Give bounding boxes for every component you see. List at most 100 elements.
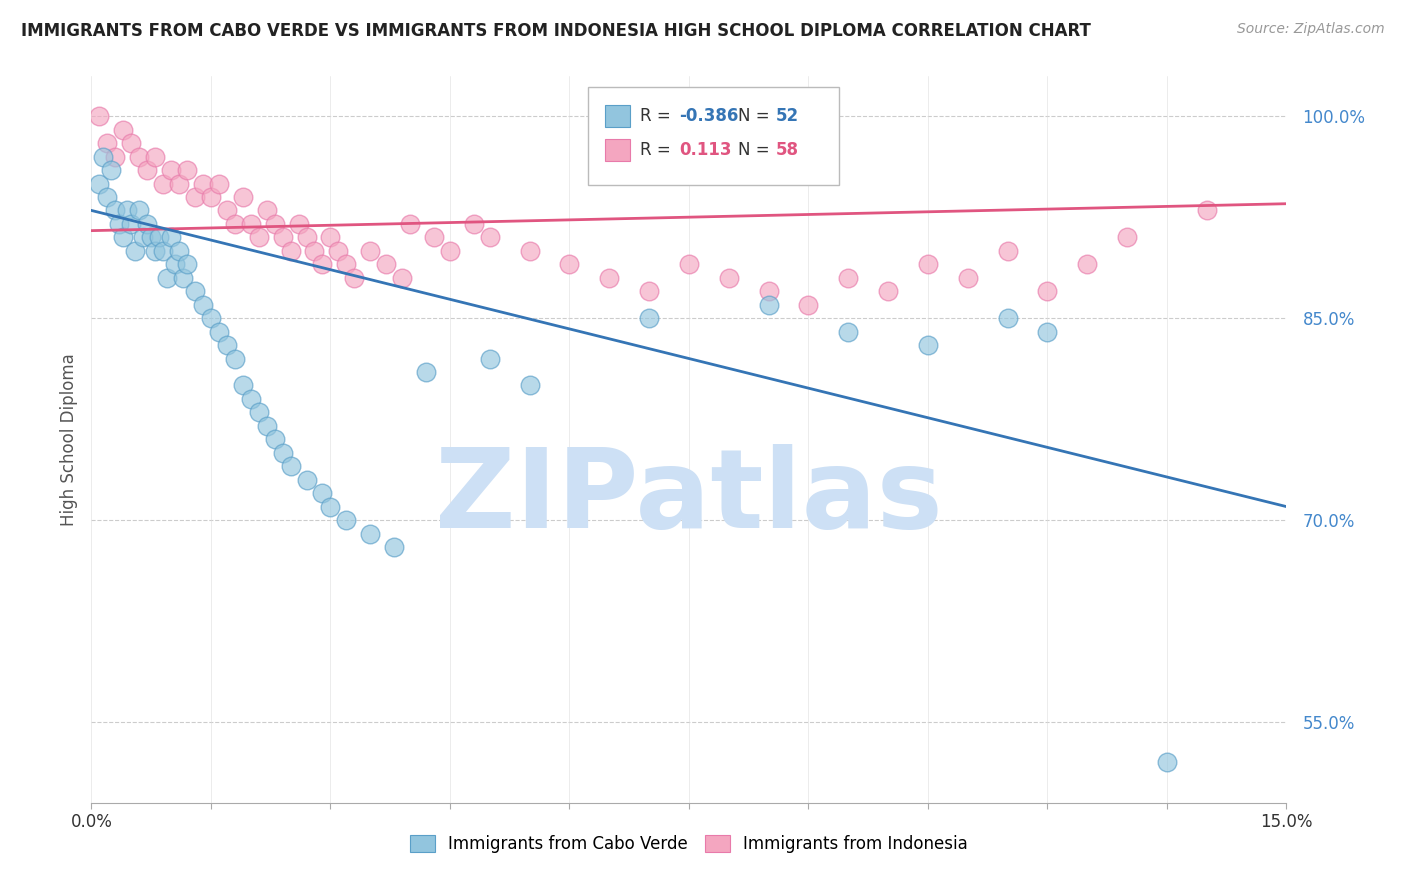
Point	[232, 378, 254, 392]
Point	[143, 244, 166, 258]
Point	[224, 217, 246, 231]
Point	[89, 177, 111, 191]
Text: -0.386: -0.386	[679, 107, 738, 125]
Point	[191, 298, 214, 312]
Point	[837, 270, 859, 285]
Point	[172, 270, 194, 285]
Point	[120, 136, 142, 150]
Point	[208, 177, 231, 191]
Point	[184, 190, 207, 204]
Point	[917, 338, 939, 352]
Point	[156, 270, 179, 285]
Point	[152, 244, 174, 258]
Point	[247, 405, 270, 419]
Point	[128, 150, 150, 164]
Point	[295, 473, 318, 487]
Point	[108, 217, 131, 231]
Point	[163, 257, 186, 271]
Point	[997, 244, 1019, 258]
Point	[678, 257, 700, 271]
Point	[558, 257, 581, 271]
Point	[997, 311, 1019, 326]
Point	[115, 203, 138, 218]
Point	[200, 190, 222, 204]
Point	[304, 244, 326, 258]
Point	[239, 392, 262, 406]
Point	[89, 109, 111, 123]
Point	[343, 270, 366, 285]
Point	[104, 150, 127, 164]
Point	[1116, 230, 1139, 244]
Point	[100, 163, 122, 178]
Point	[319, 500, 342, 514]
Point	[519, 244, 541, 258]
Point	[256, 203, 278, 218]
Point	[311, 486, 333, 500]
Point	[328, 244, 350, 258]
Point	[1036, 284, 1059, 298]
Point	[176, 163, 198, 178]
Legend: Immigrants from Cabo Verde, Immigrants from Indonesia: Immigrants from Cabo Verde, Immigrants f…	[404, 829, 974, 860]
Point	[797, 298, 820, 312]
Point	[359, 526, 381, 541]
Point	[758, 298, 780, 312]
Point	[311, 257, 333, 271]
Point	[382, 540, 405, 554]
Point	[141, 230, 162, 244]
Point	[167, 177, 190, 191]
Point	[280, 244, 302, 258]
Point	[1156, 756, 1178, 770]
Point	[104, 203, 127, 218]
Text: 58: 58	[776, 141, 799, 159]
Point	[359, 244, 381, 258]
Point	[335, 257, 357, 271]
Point	[152, 177, 174, 191]
Text: R =: R =	[640, 141, 681, 159]
Point	[247, 230, 270, 244]
Point	[184, 284, 207, 298]
Point	[439, 244, 461, 258]
Point	[96, 136, 118, 150]
Point	[224, 351, 246, 366]
Point	[215, 338, 238, 352]
Text: 0.113: 0.113	[679, 141, 731, 159]
Point	[598, 270, 620, 285]
Point	[295, 230, 318, 244]
Point	[132, 230, 155, 244]
Point	[717, 270, 740, 285]
Point	[96, 190, 118, 204]
Point	[391, 270, 413, 285]
Point	[837, 325, 859, 339]
Point	[271, 446, 294, 460]
Point	[877, 284, 900, 298]
Point	[232, 190, 254, 204]
Point	[215, 203, 238, 218]
Text: R =: R =	[640, 107, 676, 125]
Y-axis label: High School Diploma: High School Diploma	[59, 353, 77, 525]
Point	[112, 230, 135, 244]
Point	[335, 513, 357, 527]
Point	[263, 432, 285, 446]
Point	[463, 217, 485, 231]
Point	[478, 230, 501, 244]
Point	[271, 230, 294, 244]
Point	[280, 459, 302, 474]
Point	[287, 217, 309, 231]
Point	[956, 270, 979, 285]
Point	[93, 150, 114, 164]
Text: Source: ZipAtlas.com: Source: ZipAtlas.com	[1237, 22, 1385, 37]
Point	[415, 365, 437, 379]
Point	[263, 217, 285, 231]
Point	[208, 325, 231, 339]
Point	[423, 230, 446, 244]
Point	[191, 177, 214, 191]
Point	[148, 230, 170, 244]
Point	[120, 217, 142, 231]
Point	[128, 203, 150, 218]
Point	[758, 284, 780, 298]
Point	[136, 217, 159, 231]
Text: 52: 52	[776, 107, 799, 125]
Text: IMMIGRANTS FROM CABO VERDE VS IMMIGRANTS FROM INDONESIA HIGH SCHOOL DIPLOMA CORR: IMMIGRANTS FROM CABO VERDE VS IMMIGRANTS…	[21, 22, 1091, 40]
Point	[160, 163, 183, 178]
Text: N =: N =	[738, 141, 775, 159]
